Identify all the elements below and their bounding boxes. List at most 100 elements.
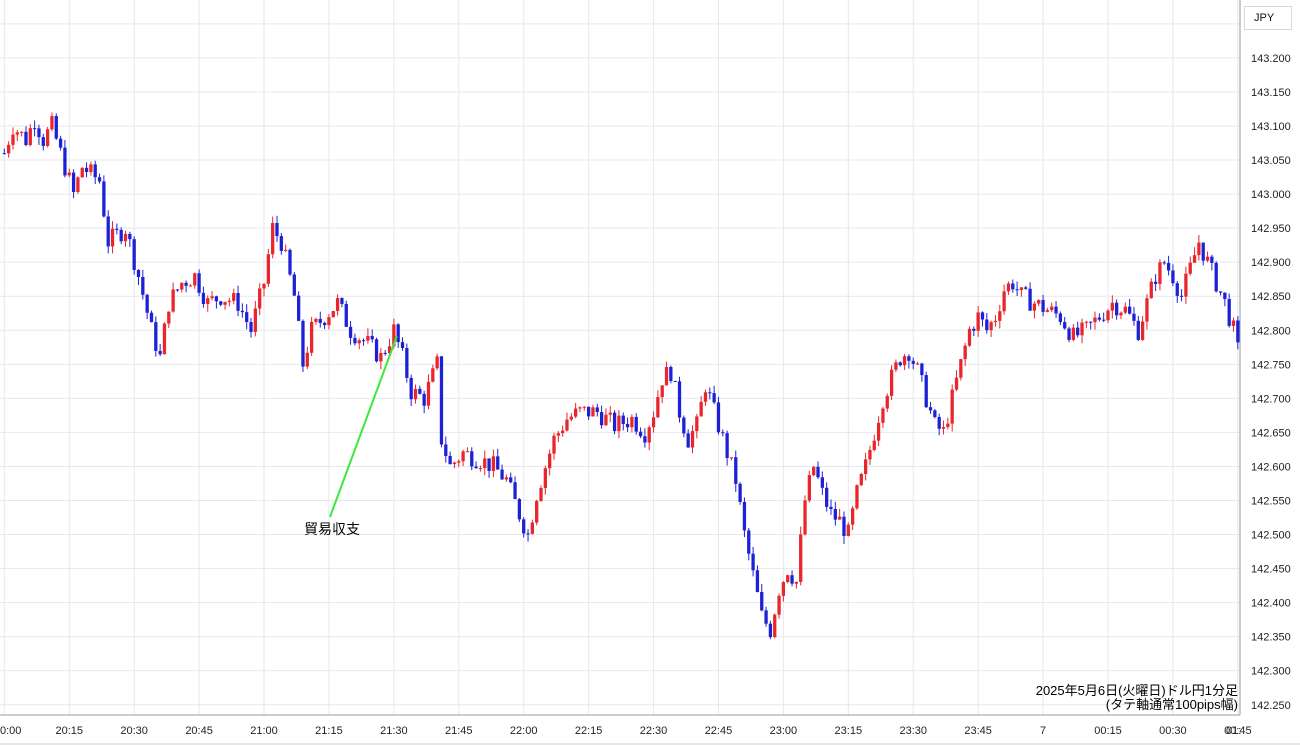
candle-body bbox=[483, 458, 487, 469]
candle-body bbox=[1201, 242, 1205, 261]
candle-body bbox=[963, 345, 967, 360]
candle-body bbox=[755, 570, 760, 593]
candle-body bbox=[115, 228, 119, 230]
candle-body bbox=[950, 389, 954, 424]
candle-body bbox=[513, 482, 517, 500]
candle-body bbox=[690, 431, 695, 448]
candle-body bbox=[543, 468, 547, 488]
candle-body bbox=[729, 457, 734, 459]
candle-body bbox=[738, 483, 742, 502]
candle-body bbox=[1179, 295, 1184, 297]
candle-body bbox=[1153, 281, 1158, 284]
candle-body bbox=[1076, 327, 1080, 336]
candle-body bbox=[539, 487, 543, 501]
candle-body bbox=[833, 508, 837, 520]
candle-body bbox=[1205, 256, 1210, 261]
candle-body bbox=[790, 575, 794, 584]
candle-body bbox=[448, 455, 452, 465]
candle-body bbox=[366, 335, 370, 341]
candle-body bbox=[15, 132, 19, 135]
candle-body bbox=[478, 468, 483, 470]
candle-body bbox=[1115, 302, 1119, 316]
annotation: 貿易収支 bbox=[304, 335, 398, 537]
y-tick-label: 142.700 bbox=[1251, 393, 1291, 405]
y-tick-label: 143.100 bbox=[1251, 121, 1291, 133]
candle-body bbox=[392, 324, 396, 347]
candle-body bbox=[946, 423, 950, 428]
candle-body bbox=[1214, 262, 1218, 292]
candle-body bbox=[682, 417, 686, 434]
y-tick-label: 142.450 bbox=[1251, 564, 1291, 576]
candle-body bbox=[37, 128, 41, 138]
candle-body bbox=[1158, 262, 1162, 284]
candle-body bbox=[284, 249, 288, 251]
x-tick-label: 0:00 bbox=[0, 725, 21, 737]
candle-body bbox=[924, 375, 928, 408]
candle-body bbox=[219, 301, 223, 305]
candle-body bbox=[258, 288, 262, 309]
candle-body bbox=[58, 138, 63, 148]
candle-body bbox=[608, 412, 612, 415]
candle-body bbox=[184, 282, 188, 286]
candle-body bbox=[569, 416, 573, 420]
candle-body bbox=[271, 222, 275, 255]
candle-body bbox=[97, 177, 102, 182]
candle-body bbox=[504, 477, 509, 480]
candle-body bbox=[1236, 320, 1240, 343]
candle-body bbox=[760, 592, 764, 611]
candle-body bbox=[773, 614, 777, 638]
candle-body bbox=[902, 356, 907, 366]
candle-body bbox=[1093, 317, 1097, 323]
candle-body bbox=[1184, 273, 1188, 297]
y-tick-label: 142.950 bbox=[1251, 223, 1291, 235]
candle-body bbox=[747, 530, 751, 554]
candle-body bbox=[348, 326, 353, 338]
candle-body bbox=[89, 164, 93, 173]
candle-body bbox=[643, 436, 647, 443]
candle-body bbox=[106, 216, 110, 247]
candle-body bbox=[435, 356, 439, 369]
candle-body bbox=[418, 388, 422, 394]
candle-body bbox=[561, 430, 565, 434]
y-tick-label: 142.550 bbox=[1251, 496, 1291, 508]
candle-body bbox=[578, 407, 582, 409]
candle-body bbox=[976, 312, 980, 331]
candle-body bbox=[180, 282, 184, 290]
y-tick-label: 142.250 bbox=[1251, 700, 1291, 712]
candle-body bbox=[989, 322, 993, 331]
candle-body bbox=[370, 335, 374, 340]
candle-body bbox=[595, 407, 599, 413]
candle-body bbox=[612, 412, 617, 432]
candle-body bbox=[651, 417, 656, 428]
y-tick-label: 142.600 bbox=[1251, 461, 1291, 473]
candle-body bbox=[972, 328, 976, 331]
candle-body bbox=[314, 318, 318, 322]
candle-body bbox=[1110, 302, 1114, 311]
candle-body bbox=[915, 363, 920, 365]
candle-body bbox=[335, 298, 340, 312]
candle-body bbox=[509, 477, 513, 483]
candle-body bbox=[1145, 298, 1149, 322]
x-axis-ticks: 0:00 20:15 20:30 20:45 21:00 21:15 21:30 21:45 2… bbox=[0, 725, 1252, 737]
candle-body bbox=[794, 582, 799, 584]
candle-body bbox=[630, 416, 634, 428]
annotation-line bbox=[329, 335, 398, 518]
candle-body bbox=[206, 298, 210, 304]
candle-body bbox=[1063, 322, 1067, 329]
candle-body bbox=[470, 451, 474, 467]
y-tick-label: 142.350 bbox=[1251, 632, 1291, 644]
x-tick-label: 00:15 bbox=[1094, 725, 1122, 737]
candle-body bbox=[1054, 306, 1058, 314]
candle-body bbox=[647, 427, 651, 443]
candle-body bbox=[825, 487, 829, 507]
candle-body bbox=[119, 229, 123, 242]
candle-body bbox=[1102, 319, 1106, 321]
candle-body bbox=[102, 181, 106, 217]
candle-body bbox=[573, 408, 578, 417]
candle-body bbox=[889, 369, 894, 396]
chart-caption-line-1: 2025年5月6日(火曜日)ドル円1分足 bbox=[1035, 683, 1238, 698]
candle-body bbox=[1166, 263, 1171, 271]
candle-body bbox=[1227, 299, 1231, 326]
candle-body bbox=[500, 469, 504, 480]
